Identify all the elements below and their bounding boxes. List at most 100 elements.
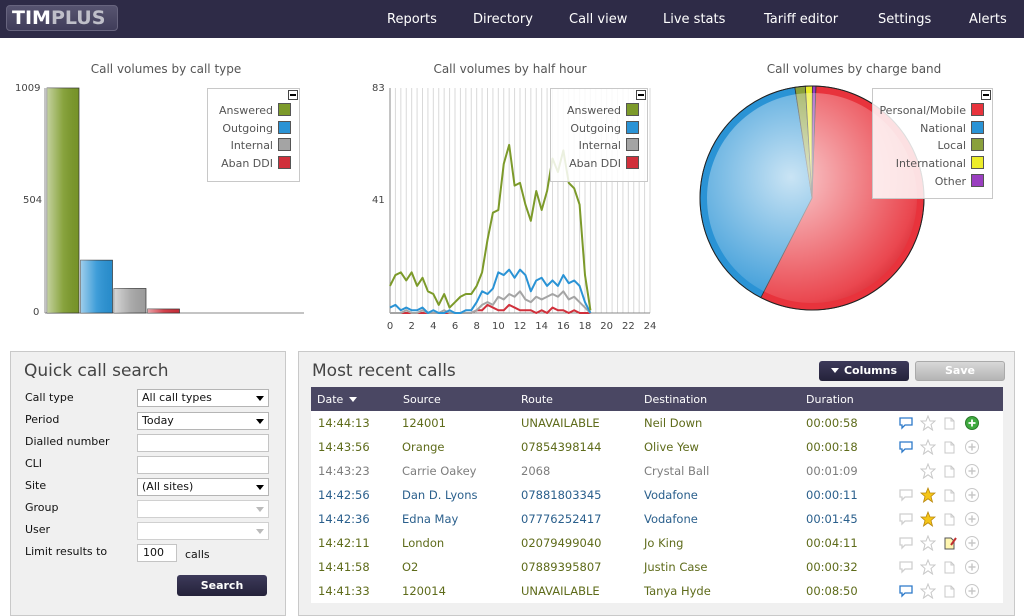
search-button[interactable]: Search xyxy=(177,575,267,596)
series-line-internal[interactable] xyxy=(390,290,592,314)
site-select[interactable]: (All sites) xyxy=(137,478,269,496)
column-header-date[interactable]: Date xyxy=(317,393,358,406)
edit-note-icon[interactable] xyxy=(942,535,958,551)
legend-minimize-button[interactable] xyxy=(636,90,646,100)
legend-item-international[interactable]: International xyxy=(872,155,992,172)
caret-down-icon xyxy=(830,368,839,373)
legend-item-outgoing[interactable]: Outgoing xyxy=(550,120,647,137)
edit-note-icon[interactable] xyxy=(942,511,958,527)
x-tick-label: 20 xyxy=(600,321,613,332)
star-icon[interactable] xyxy=(919,414,937,432)
timplus-logo[interactable]: TIMPLUS xyxy=(6,5,118,31)
comment-icon[interactable] xyxy=(898,439,914,455)
table-row[interactable]: 14:41:58 O2 07889395807 Justin Case 00:00:32 xyxy=(311,555,1003,579)
legend-swatch xyxy=(278,103,291,116)
nav-live-stats[interactable]: Live stats xyxy=(663,12,726,27)
y-tick-label: 83 xyxy=(372,83,385,94)
chart-legend: Answered Outgoing Internal Aban DDI xyxy=(207,88,300,182)
edit-note-icon[interactable] xyxy=(942,583,958,599)
comment-icon[interactable] xyxy=(898,511,914,527)
nav-alerts[interactable]: Alerts xyxy=(969,12,1007,27)
x-tick-label: 6 xyxy=(452,321,458,332)
star-icon[interactable] xyxy=(919,510,937,527)
comment-icon[interactable] xyxy=(898,583,914,599)
legend-minimize-button[interactable] xyxy=(981,90,991,100)
table-row[interactable]: 14:43:56 Orange 07854398144 Olive Yew 00:00:… xyxy=(311,435,1003,459)
save-button[interactable]: Save xyxy=(915,361,1005,381)
add-circle-icon[interactable] xyxy=(964,415,980,431)
add-circle-icon[interactable] xyxy=(964,535,980,551)
legend-item-other[interactable]: Other xyxy=(872,173,992,190)
cell-date: 14:41:33 xyxy=(318,584,370,598)
star-icon[interactable] xyxy=(919,462,937,480)
legend-item-local[interactable]: Local xyxy=(872,137,992,154)
star-icon[interactable] xyxy=(919,558,937,576)
panel-title: Quick call search xyxy=(24,361,169,381)
star-icon[interactable] xyxy=(919,582,937,600)
legend-item-outgoing[interactable]: Outgoing xyxy=(207,120,299,137)
edit-note-icon[interactable] xyxy=(942,439,958,455)
cell-destination: Justin Case xyxy=(644,560,708,574)
edit-note-icon[interactable] xyxy=(942,415,958,431)
legend-item-internal[interactable]: Internal xyxy=(207,137,299,154)
nav-directory[interactable]: Directory xyxy=(473,12,533,27)
call-type-select[interactable]: All call types xyxy=(137,389,269,407)
add-circle-icon[interactable] xyxy=(964,487,980,503)
star-icon[interactable] xyxy=(919,534,937,552)
add-circle-icon[interactable] xyxy=(964,583,980,599)
add-circle-icon[interactable] xyxy=(964,559,980,575)
table-row[interactable]: 14:41:33 120014 UNAVAILABLE Tanya Hyde 00:08… xyxy=(311,579,1003,603)
column-header-route[interactable]: Route xyxy=(521,393,553,406)
column-header-destination[interactable]: Destination xyxy=(644,393,708,406)
dialled-number-input[interactable] xyxy=(137,434,269,452)
add-circle-icon[interactable] xyxy=(964,463,980,479)
edit-note-icon[interactable] xyxy=(942,559,958,575)
table-row[interactable]: 14:42:11 London 02079499040 Jo King 00:04:11 xyxy=(311,531,1003,555)
legend-item-aban-ddi[interactable]: Aban DDI xyxy=(550,155,647,172)
user-select[interactable] xyxy=(137,522,269,540)
star-icon[interactable] xyxy=(919,486,937,503)
comment-icon[interactable] xyxy=(898,559,914,575)
x-tick-label: 16 xyxy=(557,321,570,332)
legend-item-national[interactable]: National xyxy=(872,120,992,137)
cell-destination: Olive Yew xyxy=(644,440,699,454)
table-row[interactable]: 14:42:36 Edna May 07776252417 Vodafone 00:01… xyxy=(311,507,1003,531)
legend-item-aban-ddi[interactable]: Aban DDI xyxy=(207,155,299,172)
columns-button[interactable]: Columns xyxy=(819,361,909,381)
edit-note-icon[interactable] xyxy=(942,487,958,503)
comment-icon[interactable] xyxy=(898,535,914,551)
comment-icon[interactable] xyxy=(898,487,914,503)
cell-source: O2 xyxy=(402,560,419,574)
nav-tariff-editor[interactable]: Tariff editor xyxy=(764,12,839,27)
group-select[interactable] xyxy=(137,500,269,518)
legend-swatch xyxy=(278,121,291,134)
table-row[interactable]: 14:43:23 Carrie Oakey 2068 Crystal Ball 00:0… xyxy=(311,459,1003,483)
column-header-duration[interactable]: Duration xyxy=(806,393,854,406)
comment-icon[interactable] xyxy=(898,415,914,431)
series-line-outgoing[interactable] xyxy=(389,268,592,314)
cell-source: 120014 xyxy=(402,584,446,598)
table-row[interactable]: 14:44:13 124001 UNAVAILABLE Neil Down 00:00:… xyxy=(311,411,1003,435)
edit-note-icon[interactable] xyxy=(942,463,958,479)
nav-call-view[interactable]: Call view xyxy=(569,12,628,27)
series-line-aban-ddi[interactable] xyxy=(390,303,591,314)
table-row[interactable]: 14:42:56 Dan D. Lyons 07881803345 Vodafone 0… xyxy=(311,483,1003,507)
period-select[interactable]: Today xyxy=(137,412,269,430)
cell-source: Dan D. Lyons xyxy=(402,488,478,502)
cell-destination: Crystal Ball xyxy=(644,464,710,478)
nav-settings[interactable]: Settings xyxy=(878,12,932,27)
cell-destination: Jo King xyxy=(644,536,684,550)
y-tick-label: 504 xyxy=(23,195,43,206)
legend-item-personal-mobile[interactable]: Personal/Mobile xyxy=(872,102,992,119)
legend-item-answered[interactable]: Answered xyxy=(207,102,299,119)
legend-item-internal[interactable]: Internal xyxy=(550,137,647,154)
legend-item-answered[interactable]: Answered xyxy=(550,102,647,119)
add-circle-icon[interactable] xyxy=(964,511,980,527)
column-header-source[interactable]: Source xyxy=(403,393,441,406)
star-icon[interactable] xyxy=(919,438,937,456)
limit-results-input[interactable]: 100 xyxy=(137,544,177,562)
legend-minimize-button[interactable] xyxy=(288,90,298,100)
cli-input[interactable] xyxy=(137,456,269,474)
add-circle-icon[interactable] xyxy=(964,439,980,455)
nav-reports[interactable]: Reports xyxy=(387,12,437,27)
